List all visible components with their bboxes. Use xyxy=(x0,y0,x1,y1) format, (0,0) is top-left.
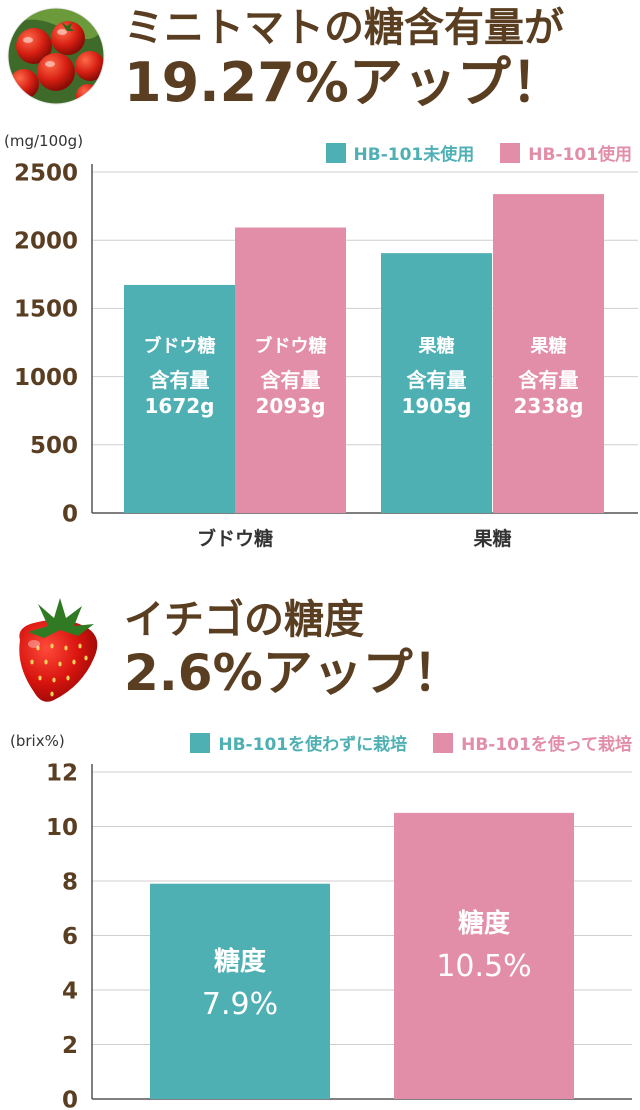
tomato-bar xyxy=(124,284,235,513)
strawberry-y-tick-label: 12 xyxy=(46,760,78,786)
strawberry-y-tick-label: 8 xyxy=(62,869,78,895)
strawberry-bar-data-label: 10.5% xyxy=(436,949,531,984)
strawberry-y-tick-label: 6 xyxy=(62,924,78,950)
strawberry-headline-line2: 2.6%アップ！ xyxy=(124,644,463,702)
strawberry-y-tick-label: 4 xyxy=(62,978,78,1004)
tomato-y-tick-label: 0 xyxy=(62,501,78,527)
strawberry-legend: HB-101を使わずに栽培 HB-101を使って栽培 xyxy=(190,730,632,755)
tomato-bar-data-label: 2338g xyxy=(514,394,584,418)
strawberry-y-tick-label: 0 xyxy=(62,1087,78,1110)
strawberry-headline-line1: イチゴの糖度 xyxy=(124,597,364,643)
tomato-photo-icon xyxy=(6,6,106,106)
tomato-y-tick-label: 2000 xyxy=(14,228,78,254)
tomato-bar xyxy=(235,227,346,513)
tomato-x-category-label: ブドウ糖 xyxy=(197,527,273,550)
tomato-unit-label: (mg/100g) xyxy=(4,132,84,150)
strawberry-photo-icon xyxy=(8,596,108,704)
tomato-bar-data-label: 2093g xyxy=(256,394,326,418)
tomato-y-tick-label: 1500 xyxy=(14,297,78,323)
tomato-legend: HB-101未使用 HB-101使用 xyxy=(325,140,632,165)
tomato-y-tick-label: 2500 xyxy=(14,160,78,186)
tomato-bar-data-label: 含有量 xyxy=(519,368,579,392)
strawberry-legend-swatch-b xyxy=(433,732,454,753)
tomato-bar-data-label: 果糖 xyxy=(418,335,455,357)
tomato-y-tick-label: 1000 xyxy=(14,365,78,391)
tomato-legend-swatch-a xyxy=(325,142,346,163)
tomato-headline-line1: ミニトマトの糖含有量が xyxy=(124,5,564,51)
tomato-sugar-chart: 05001000150020002500ブドウ糖含有量1672g果糖含有量190… xyxy=(14,160,638,550)
strawberry-legend-label-a: HB-101を使わずに栽培 xyxy=(218,735,408,755)
tomato-x-category-label: 果糖 xyxy=(472,527,511,550)
tomato-bar-data-label: 1672g xyxy=(145,394,215,418)
tomato-bar-data-label: 含有量 xyxy=(150,368,210,392)
tomato-bar-data-label: 果糖 xyxy=(530,335,567,357)
tomato-headline-line2: 19.27%アップ！ xyxy=(124,51,565,114)
tomato-y-tick-label: 500 xyxy=(30,433,78,459)
strawberry-unit-label: (brix%) xyxy=(10,732,65,750)
tomato-section: ミニトマトの糖含有量が 19.27%アップ！ (mg/100g) HB-101未… xyxy=(4,5,638,550)
strawberry-bar xyxy=(394,812,574,1099)
strawberry-y-tick-label: 10 xyxy=(46,815,78,841)
strawberry-bar-data-label: 糖度 xyxy=(458,908,510,939)
tomato-bar-data-label: ブドウ糖 xyxy=(144,335,216,357)
tomato-bar-data-label: 含有量 xyxy=(261,368,321,392)
strawberry-bar-data-label: 糖度 xyxy=(214,946,266,977)
strawberry-brix-chart: 0 2 4 6 8 10 12 糖度 7.9% 糖度 10.5% xyxy=(46,760,632,1110)
strawberry-y-tick-label: 2 xyxy=(62,1033,78,1059)
strawberry-legend-swatch-a xyxy=(190,732,211,753)
strawberry-bar xyxy=(150,883,330,1099)
strawberry-bar-data-label: 7.9% xyxy=(202,987,278,1022)
tomato-legend-label-a: HB-101未使用 xyxy=(353,145,475,165)
tomato-bar xyxy=(381,253,492,513)
tomato-bar-data-label: 含有量 xyxy=(407,368,467,392)
strawberry-legend-label-b: HB-101を使って栽培 xyxy=(461,735,632,755)
tomato-bar-data-label: ブドウ糖 xyxy=(255,335,327,357)
tomato-bar-data-label: 1905g xyxy=(402,394,472,418)
tomato-legend-label-b: HB-101使用 xyxy=(528,145,632,165)
tomato-legend-swatch-b xyxy=(500,142,521,163)
strawberry-section: イチゴの糖度 2.6%アップ！ (brix%) HB-101を使わずに栽培 HB… xyxy=(0,590,640,1110)
tomato-bar xyxy=(493,194,604,513)
